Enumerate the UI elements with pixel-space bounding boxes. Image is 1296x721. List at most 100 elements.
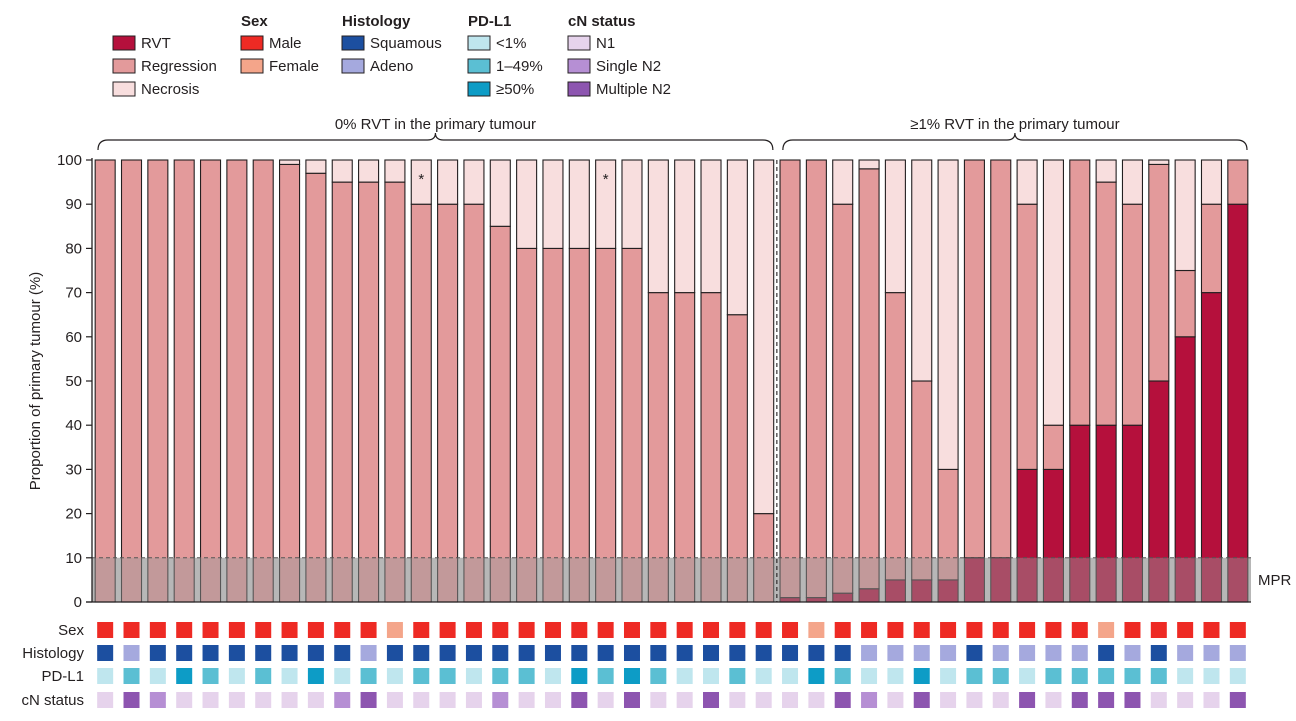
cell-histology-39 — [1098, 645, 1115, 661]
cell-histology-42 — [1177, 645, 1194, 661]
cell-histology-38 — [1071, 645, 1088, 661]
legend-swatch-regression — [112, 58, 136, 74]
legend-swatch-2-0 — [467, 35, 491, 51]
legend-swatch-rvt — [112, 35, 136, 51]
bar-41-regression — [1148, 163, 1170, 382]
bar-21-necrosis — [621, 159, 643, 249]
cell-cn-13 — [413, 692, 430, 708]
cell-pdl1-21 — [623, 668, 640, 684]
row-label-histology: Histology — [22, 645, 84, 662]
cell-sex-11 — [360, 622, 377, 638]
bar-3 — [147, 159, 169, 603]
cell-cn-29 — [834, 692, 851, 708]
cell-sex-2 — [123, 622, 140, 638]
bar-16 — [489, 159, 511, 603]
cell-histology-13 — [413, 645, 430, 661]
cell-pdl1-2 — [123, 668, 140, 684]
bar-32 — [911, 159, 933, 603]
cell-histology-27 — [782, 645, 799, 661]
cell-histology-7 — [255, 645, 272, 661]
cell-histology-35 — [992, 645, 1009, 661]
y-tick-label-40: 40 — [65, 417, 82, 434]
cell-histology-2 — [123, 645, 140, 661]
legend-swatch-0-1 — [240, 58, 264, 74]
cell-sex-6 — [228, 622, 245, 638]
cell-pdl1-18 — [544, 668, 561, 684]
cell-pdl1-15 — [465, 668, 482, 684]
bar-37 — [1042, 159, 1064, 603]
bar-25 — [726, 159, 748, 603]
cell-sex-20 — [597, 622, 614, 638]
group-label-1: 0% RVT in the primary tumour — [335, 116, 536, 133]
cell-sex-44 — [1229, 622, 1246, 638]
cell-pdl1-19 — [571, 668, 588, 684]
cell-pdl1-30 — [861, 668, 878, 684]
mpr-label: MPR — [1258, 572, 1292, 589]
bar-9-necrosis — [305, 159, 327, 174]
cell-pdl1-6 — [228, 668, 245, 684]
cell-cn-8 — [281, 692, 298, 708]
cell-cn-30 — [861, 692, 878, 708]
cell-pdl1-10 — [334, 668, 351, 684]
axes: 0 10 20 30 40 50 60 70 80 90 100 Proportion of prim… — [27, 152, 1251, 611]
cell-pdl1-38 — [1071, 668, 1088, 684]
bar-24-necrosis — [700, 159, 722, 294]
bar-8 — [279, 159, 301, 603]
cell-cn-10 — [334, 692, 351, 708]
bar-36 — [1016, 159, 1038, 603]
bar-21-regression — [621, 247, 643, 603]
legend-label-1-1: Adeno — [370, 58, 413, 75]
y-tick-label-100: 100 — [57, 152, 82, 169]
legend-label-2-0: <1% — [496, 35, 526, 52]
cell-cn-2 — [123, 692, 140, 708]
cell-sex-3 — [149, 622, 166, 638]
legend-label-3-2: Multiple N2 — [596, 81, 671, 98]
bar-8-necrosis — [279, 159, 301, 165]
legend-label-0-0: Male — [269, 35, 302, 52]
cell-sex-29 — [834, 622, 851, 638]
cell-cn-22 — [650, 692, 667, 708]
bar-43 — [1200, 159, 1223, 603]
bar-30-necrosis — [858, 159, 880, 170]
bar-7 — [252, 159, 274, 603]
cell-cn-42 — [1177, 692, 1194, 708]
bar-23-necrosis — [674, 159, 696, 294]
y-tick-label-50: 50 — [65, 373, 82, 390]
cell-histology-17 — [518, 645, 535, 661]
bar-44-regression — [1227, 159, 1249, 205]
bar-34-regression — [963, 159, 985, 559]
bar-20-regression — [595, 247, 617, 603]
cell-cn-4 — [176, 692, 193, 708]
bar-14 — [437, 159, 459, 603]
cell-histology-10 — [334, 645, 351, 661]
bar-31 — [884, 159, 906, 603]
cell-pdl1-26 — [755, 668, 772, 684]
cell-cn-3 — [149, 692, 166, 708]
bar-10-regression — [331, 181, 353, 603]
cell-pdl1-20 — [597, 668, 614, 684]
cell-sex-15 — [465, 622, 482, 638]
mpr-shade — [92, 557, 1251, 602]
cell-cn-27 — [782, 692, 799, 708]
legend-label-2-1: 1–49% — [496, 58, 543, 75]
cell-pdl1-32 — [913, 668, 930, 684]
legend-label-3-1: Single N2 — [596, 58, 661, 75]
group-label-2: ≥1% RVT in the primary tumour — [910, 116, 1119, 133]
cell-sex-19 — [571, 622, 588, 638]
bar-27-regression — [779, 159, 801, 599]
cell-histology-30 — [861, 645, 878, 661]
bar-9 — [305, 159, 327, 603]
cell-cn-32 — [913, 692, 930, 708]
cell-cn-44 — [1229, 692, 1246, 708]
bar-24 — [700, 159, 722, 603]
cell-pdl1-4 — [176, 668, 193, 684]
cell-sex-38 — [1071, 622, 1088, 638]
legend-swatch-necrosis — [112, 81, 136, 97]
bar-23-regression — [674, 292, 696, 603]
bar-21 — [621, 159, 643, 603]
cell-histology-33 — [940, 645, 957, 661]
cell-histology-1 — [97, 645, 114, 661]
cell-pdl1-24 — [703, 668, 720, 684]
cell-sex-30 — [861, 622, 878, 638]
bar-13-regression — [410, 203, 432, 603]
